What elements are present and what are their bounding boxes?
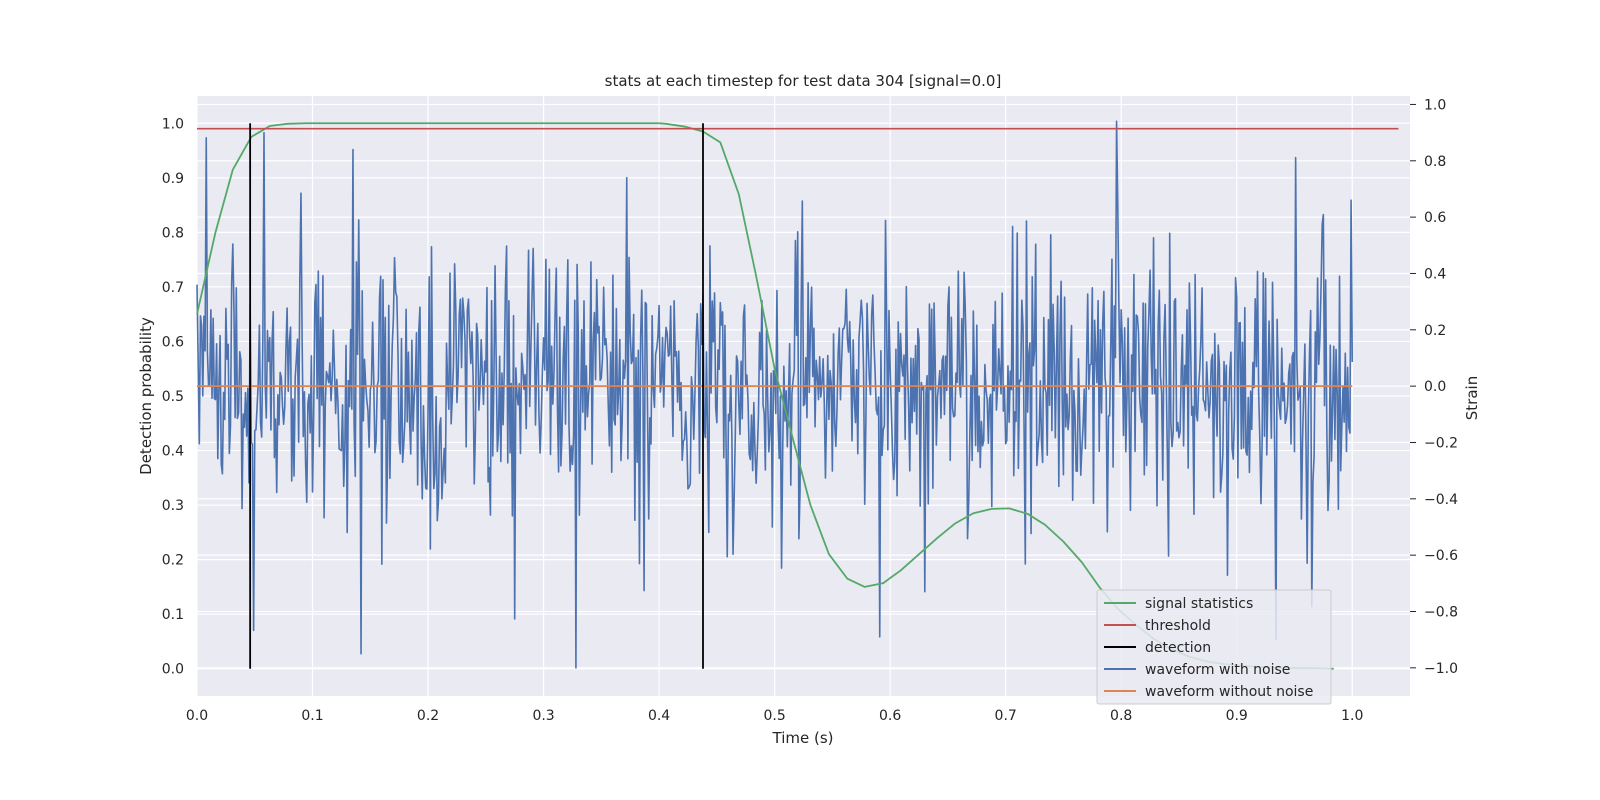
- y2-axis-label: Strain: [1463, 376, 1481, 420]
- y2-tick-label: 0.6: [1424, 210, 1446, 226]
- y2-tick-label: 0.8: [1424, 154, 1446, 170]
- x-axis-label: Time (s): [772, 729, 834, 747]
- legend-label-threshold: threshold: [1145, 618, 1211, 634]
- x-tick-label: 0.9: [1226, 708, 1248, 724]
- y-tick-label: 0.7: [162, 280, 184, 296]
- legend: signal statistics threshold detection wa…: [1096, 589, 1332, 705]
- legend-label-detection: detection: [1145, 640, 1211, 656]
- y-tick-label: 0.2: [162, 553, 184, 569]
- y2-axis-ticks: −1.0 −0.8 −0.6 −0.4 −0.2 0.0 0.2 0.4 0.6 0.8 1.0: [1410, 97, 1458, 677]
- y-tick-label: 0.0: [162, 662, 184, 678]
- legend-label-signal-statistics: signal statistics: [1145, 596, 1253, 612]
- y-tick-label: 0.8: [162, 225, 184, 241]
- y-tick-label: 0.1: [162, 607, 184, 623]
- x-tick-label: 0.5: [763, 708, 785, 724]
- y-tick-label: 0.4: [162, 444, 184, 460]
- x-tick-label: 1.0: [1341, 708, 1363, 724]
- y2-tick-label: 0.2: [1424, 323, 1446, 339]
- y-axis-ticks: 0.0 0.1 0.2 0.3 0.4 0.5 0.6 0.7 0.8 0.9 1.0: [162, 116, 184, 677]
- y2-tick-label: −1.0: [1424, 661, 1458, 677]
- x-tick-label: 0.3: [532, 708, 554, 724]
- y-axis-label: Detection probability: [137, 317, 155, 475]
- y2-tick-label: −0.4: [1424, 492, 1458, 508]
- x-axis-ticks: 0.0 0.1 0.2 0.3 0.4 0.5 0.6 0.7 0.8 0.9 1.0: [186, 708, 1364, 724]
- y2-tick-label: −0.2: [1424, 435, 1458, 451]
- legend-label-waveform-with-noise: waveform with noise: [1145, 662, 1290, 678]
- y2-tick-label: 0.4: [1424, 266, 1446, 282]
- x-tick-label: 0.0: [186, 708, 208, 724]
- y-tick-label: 0.3: [162, 498, 184, 514]
- legend-label-waveform-without-noise: waveform without noise: [1145, 684, 1313, 700]
- y-tick-label: 1.0: [162, 116, 184, 132]
- y2-tick-label: 0.0: [1424, 379, 1446, 395]
- y-tick-label: 0.9: [162, 171, 184, 187]
- y2-tick-label: −0.6: [1424, 548, 1458, 564]
- y-tick-label: 0.6: [162, 334, 184, 350]
- x-tick-label: 0.2: [417, 708, 439, 724]
- x-tick-label: 0.1: [301, 708, 323, 724]
- legend-box: [1096, 589, 1332, 705]
- x-tick-label: 0.6: [879, 708, 901, 724]
- y2-tick-label: 1.0: [1424, 97, 1446, 113]
- x-tick-label: 0.4: [648, 708, 670, 724]
- x-tick-label: 0.7: [995, 708, 1017, 724]
- chart-title: stats at each timestep for test data 304…: [605, 72, 1002, 90]
- x-tick-label: 0.8: [1110, 708, 1132, 724]
- y-tick-label: 0.5: [162, 389, 184, 405]
- series-waveform-with-noise: [196, 120, 1354, 669]
- y2-tick-label: −0.8: [1424, 604, 1458, 620]
